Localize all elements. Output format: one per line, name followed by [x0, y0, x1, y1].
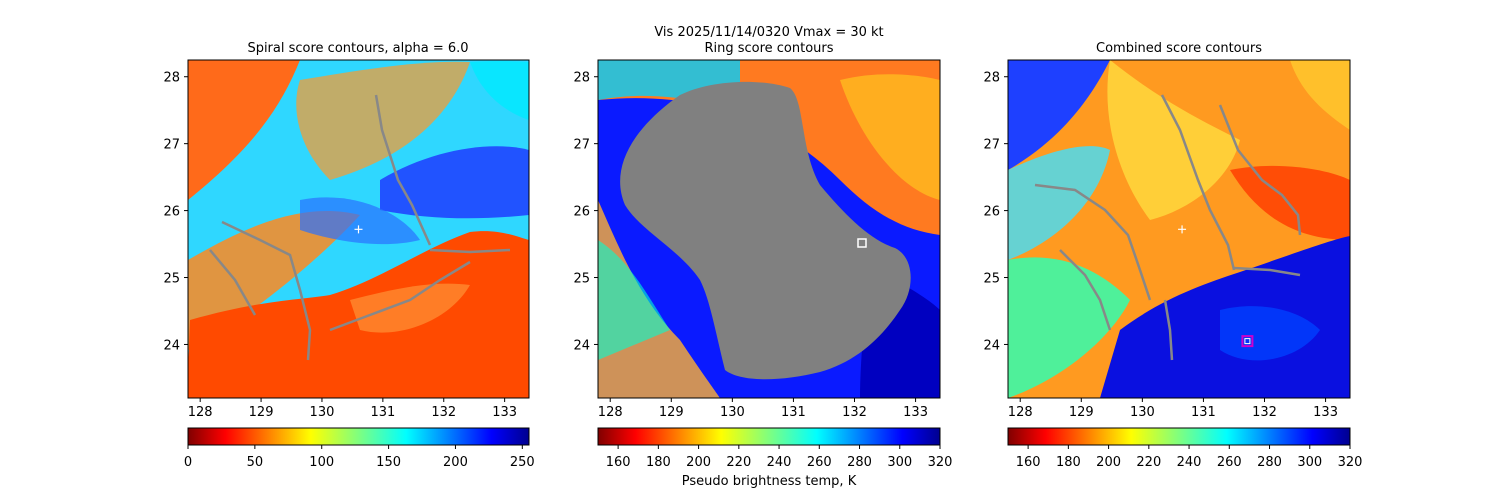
y-tick-label: 24 [573, 338, 590, 353]
y-tick-label: 28 [163, 71, 180, 86]
y-tick-label: 25 [163, 272, 180, 287]
x-tick-label: 131 [1191, 405, 1216, 420]
x-tick-label: 128 [188, 405, 213, 420]
colorbar-tick-label: 200 [1096, 455, 1121, 470]
heatmap-area [188, 60, 529, 398]
x-tick-label: 132 [431, 405, 456, 420]
x-tick-label: 129 [249, 405, 274, 420]
y-axis: 24 25 26 27 28 [983, 71, 1008, 353]
colorbar-tick-label: 150 [376, 455, 401, 470]
colorbar-tick-label: 200 [443, 455, 468, 470]
x-tick-label: 132 [842, 405, 867, 420]
colorbar-tick-label: 320 [1338, 455, 1363, 470]
colorbar-tick-label: 250 [510, 455, 535, 470]
colorbar-tick-label: 220 [726, 455, 751, 470]
figure-suptitle: Vis 2025/11/14/0320 Vmax = 30 kt [654, 25, 883, 40]
colorbar-tick-label: 160 [606, 455, 631, 470]
x-tick-label: 128 [598, 405, 623, 420]
colorbar-tick-label: 100 [309, 455, 334, 470]
panel-combined: Combined score contours 128 129 130 131 132 1… [983, 41, 1362, 470]
y-axis: 24 25 26 27 28 [163, 71, 188, 353]
panel-title: Ring score contours [704, 41, 833, 56]
y-tick-label: 25 [573, 272, 590, 287]
y-tick-label: 24 [163, 338, 180, 353]
colorbar-tick-label: 240 [1177, 455, 1202, 470]
colorbar-tick-label: 160 [1016, 455, 1041, 470]
heatmap-area [598, 60, 940, 398]
x-tick-label: 130 [720, 405, 745, 420]
y-axis: 24 25 26 27 28 [573, 71, 598, 353]
x-tick-label: 130 [310, 405, 335, 420]
y-tick-label: 28 [573, 71, 590, 86]
colorbar-tick-label: 260 [807, 455, 832, 470]
x-tick-label: 130 [1130, 405, 1155, 420]
colorbar-tick-label: 0 [184, 455, 192, 470]
markers [1178, 225, 1254, 348]
panel-title: Spiral score contours, alpha = 6.0 [247, 41, 468, 56]
colorbar-tick-label: 180 [1056, 455, 1081, 470]
colorbar-ticks: 160 180 200 220 240 260 280 300 320 [1016, 445, 1363, 470]
y-tick-label: 25 [983, 272, 1000, 287]
masked-region [620, 81, 911, 380]
x-tick-label: 132 [1252, 405, 1277, 420]
panel-title: Combined score contours [1096, 41, 1262, 56]
axes-frame [1007, 59, 1351, 399]
axes-frame [597, 59, 941, 399]
y-tick-label: 26 [983, 205, 1000, 220]
colorbar-label: Pseudo brightness temp, K [682, 474, 857, 489]
colorbar-tick-label: 220 [1136, 455, 1161, 470]
y-tick-label: 24 [983, 338, 1000, 353]
x-tick-label: 131 [370, 405, 395, 420]
heatmap-area [1008, 60, 1350, 398]
markers [354, 225, 363, 234]
x-tick-label: 128 [1008, 405, 1033, 420]
colorbar [1007, 427, 1351, 446]
y-tick-label: 27 [163, 138, 180, 153]
x-tick-label: 133 [1313, 405, 1338, 420]
colorbar-tick-label: 240 [767, 455, 792, 470]
combined-box-marker [1241, 335, 1254, 348]
panel-ring: Ring score contours 128 129 130 131 132 133 2… [573, 41, 952, 489]
colorbar-ticks: 160 180 200 220 240 260 280 300 320 [606, 445, 953, 470]
x-tick-label: 129 [1069, 405, 1094, 420]
colorbar-tick-label: 300 [887, 455, 912, 470]
panel-spiral: Spiral score contours, alpha = 6.0 128 12… [163, 41, 534, 470]
combined-box-inner [1244, 338, 1251, 345]
x-tick-label: 133 [492, 405, 517, 420]
x-tick-label: 129 [659, 405, 684, 420]
colorbar-tick-label: 200 [686, 455, 711, 470]
center-marker [1178, 225, 1187, 234]
x-axis: 128 129 130 131 132 133 [598, 398, 928, 420]
colorbar-ticks: 0 50 100 150 200 250 [184, 445, 535, 470]
x-tick-label: 133 [903, 405, 928, 420]
y-tick-label: 28 [983, 71, 1000, 86]
x-tick-label: 131 [781, 405, 806, 420]
center-marker [354, 225, 363, 234]
x-axis: 128 129 130 131 132 133 [1008, 398, 1338, 420]
y-tick-label: 26 [163, 205, 180, 220]
colorbar-tick-label: 50 [247, 455, 264, 470]
ring-box-marker [857, 238, 867, 248]
axes-frame [187, 59, 530, 399]
y-tick-label: 27 [983, 138, 1000, 153]
colorbar-tick-label: 280 [1257, 455, 1282, 470]
colorbar [597, 427, 941, 446]
colorbar-tick-label: 320 [928, 455, 953, 470]
colorbar-tick-label: 280 [847, 455, 872, 470]
x-axis: 128 129 130 131 132 133 [188, 398, 517, 420]
colorbar-tick-label: 180 [646, 455, 671, 470]
colorbar [187, 427, 530, 446]
colorbar-tick-label: 260 [1217, 455, 1242, 470]
y-tick-label: 27 [573, 138, 590, 153]
y-tick-label: 26 [573, 205, 590, 220]
colorbar-tick-label: 300 [1297, 455, 1322, 470]
